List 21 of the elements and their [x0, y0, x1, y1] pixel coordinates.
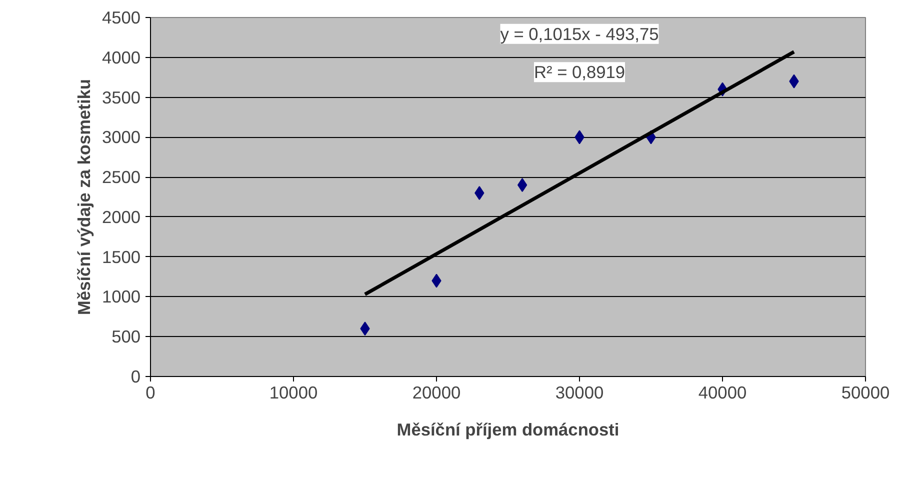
- annotation: R² = 0,8919: [534, 62, 626, 82]
- y-tick-label: 1000: [102, 286, 141, 307]
- y-tick-label: 3000: [102, 127, 141, 148]
- y-tick-label: 0: [130, 366, 141, 386]
- annotation: y = 0,1015x - 493,75: [500, 24, 659, 44]
- x-tick-label: 10000: [269, 382, 318, 402]
- x-tick-label: 30000: [555, 382, 604, 402]
- x-tick-label: 50000: [841, 382, 890, 402]
- y-tick-label: 4000: [102, 47, 141, 68]
- y-tick-label: 3500: [102, 87, 141, 108]
- y-tick-label: 4500: [102, 8, 141, 28]
- x-tick-label: 20000: [412, 382, 461, 402]
- x-axis-title: Měsíční příjem domácnosti: [396, 420, 620, 440]
- y-axis-title: Měsíční výdaje za kosmetiku: [74, 79, 94, 315]
- y-tick-label: 500: [112, 326, 141, 347]
- y-tick-label: 1500: [102, 246, 141, 267]
- y-tick-label: 2000: [102, 206, 141, 227]
- y-tick-label: 2500: [102, 167, 141, 188]
- point: [517, 178, 528, 192]
- x-tick-label: 40000: [698, 382, 747, 402]
- x-tick-label: 0: [146, 382, 156, 402]
